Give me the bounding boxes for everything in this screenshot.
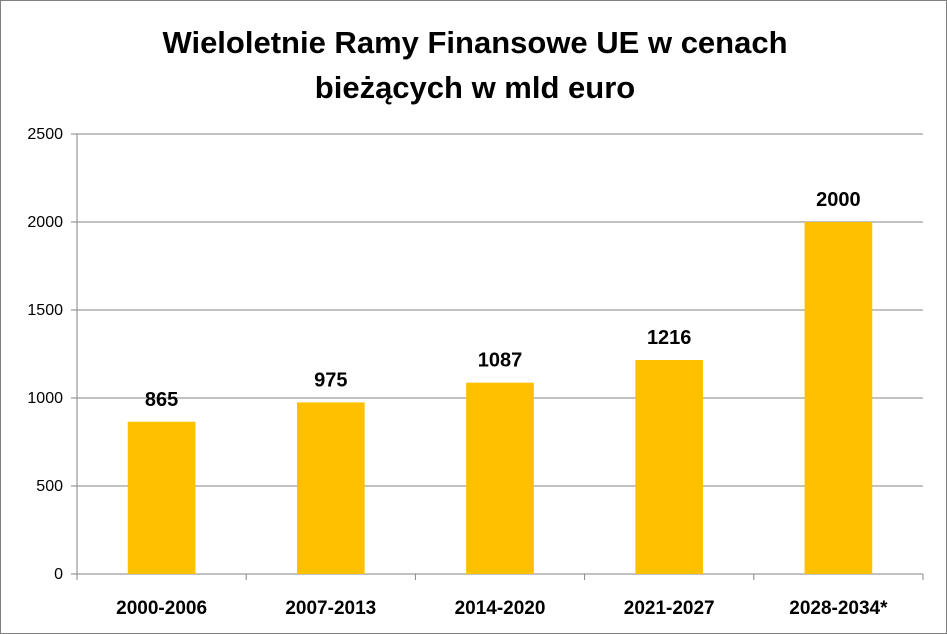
y-tick-label: 1000 xyxy=(27,390,63,407)
y-tick-label: 2500 xyxy=(27,126,63,143)
x-category-label: 2021-2027 xyxy=(624,598,715,619)
chart-title-line-2: bieżących w mld euro xyxy=(315,70,635,105)
x-category-label: 2007-2013 xyxy=(285,598,376,619)
y-tick-label: 2000 xyxy=(27,214,63,231)
chart-title-line-1: Wieloletnie Ramy Finansowe UE w cenach xyxy=(162,25,787,60)
data-label: 2000 xyxy=(816,189,861,211)
data-label: 865 xyxy=(145,389,178,411)
y-tick-label: 500 xyxy=(36,478,63,495)
x-category-label: 2000-2006 xyxy=(116,598,207,619)
bar xyxy=(127,421,196,574)
x-category-label: 2014-2020 xyxy=(455,598,546,619)
y-tick-label: 0 xyxy=(54,566,63,583)
data-label: 1216 xyxy=(647,327,692,349)
y-tick-label: 1500 xyxy=(27,302,63,319)
gridlines xyxy=(77,133,923,487)
bar xyxy=(296,402,365,574)
x-category-label: 2028-2034* xyxy=(789,598,888,619)
bar xyxy=(635,359,704,574)
bars xyxy=(127,222,873,574)
labels: 0 500 1000 1500 2000 2500 865 2000-2006 975 2007-… xyxy=(27,126,888,619)
data-label: 975 xyxy=(314,369,347,391)
bar xyxy=(804,222,873,574)
bar xyxy=(466,382,534,574)
data-label: 1087 xyxy=(478,350,523,372)
